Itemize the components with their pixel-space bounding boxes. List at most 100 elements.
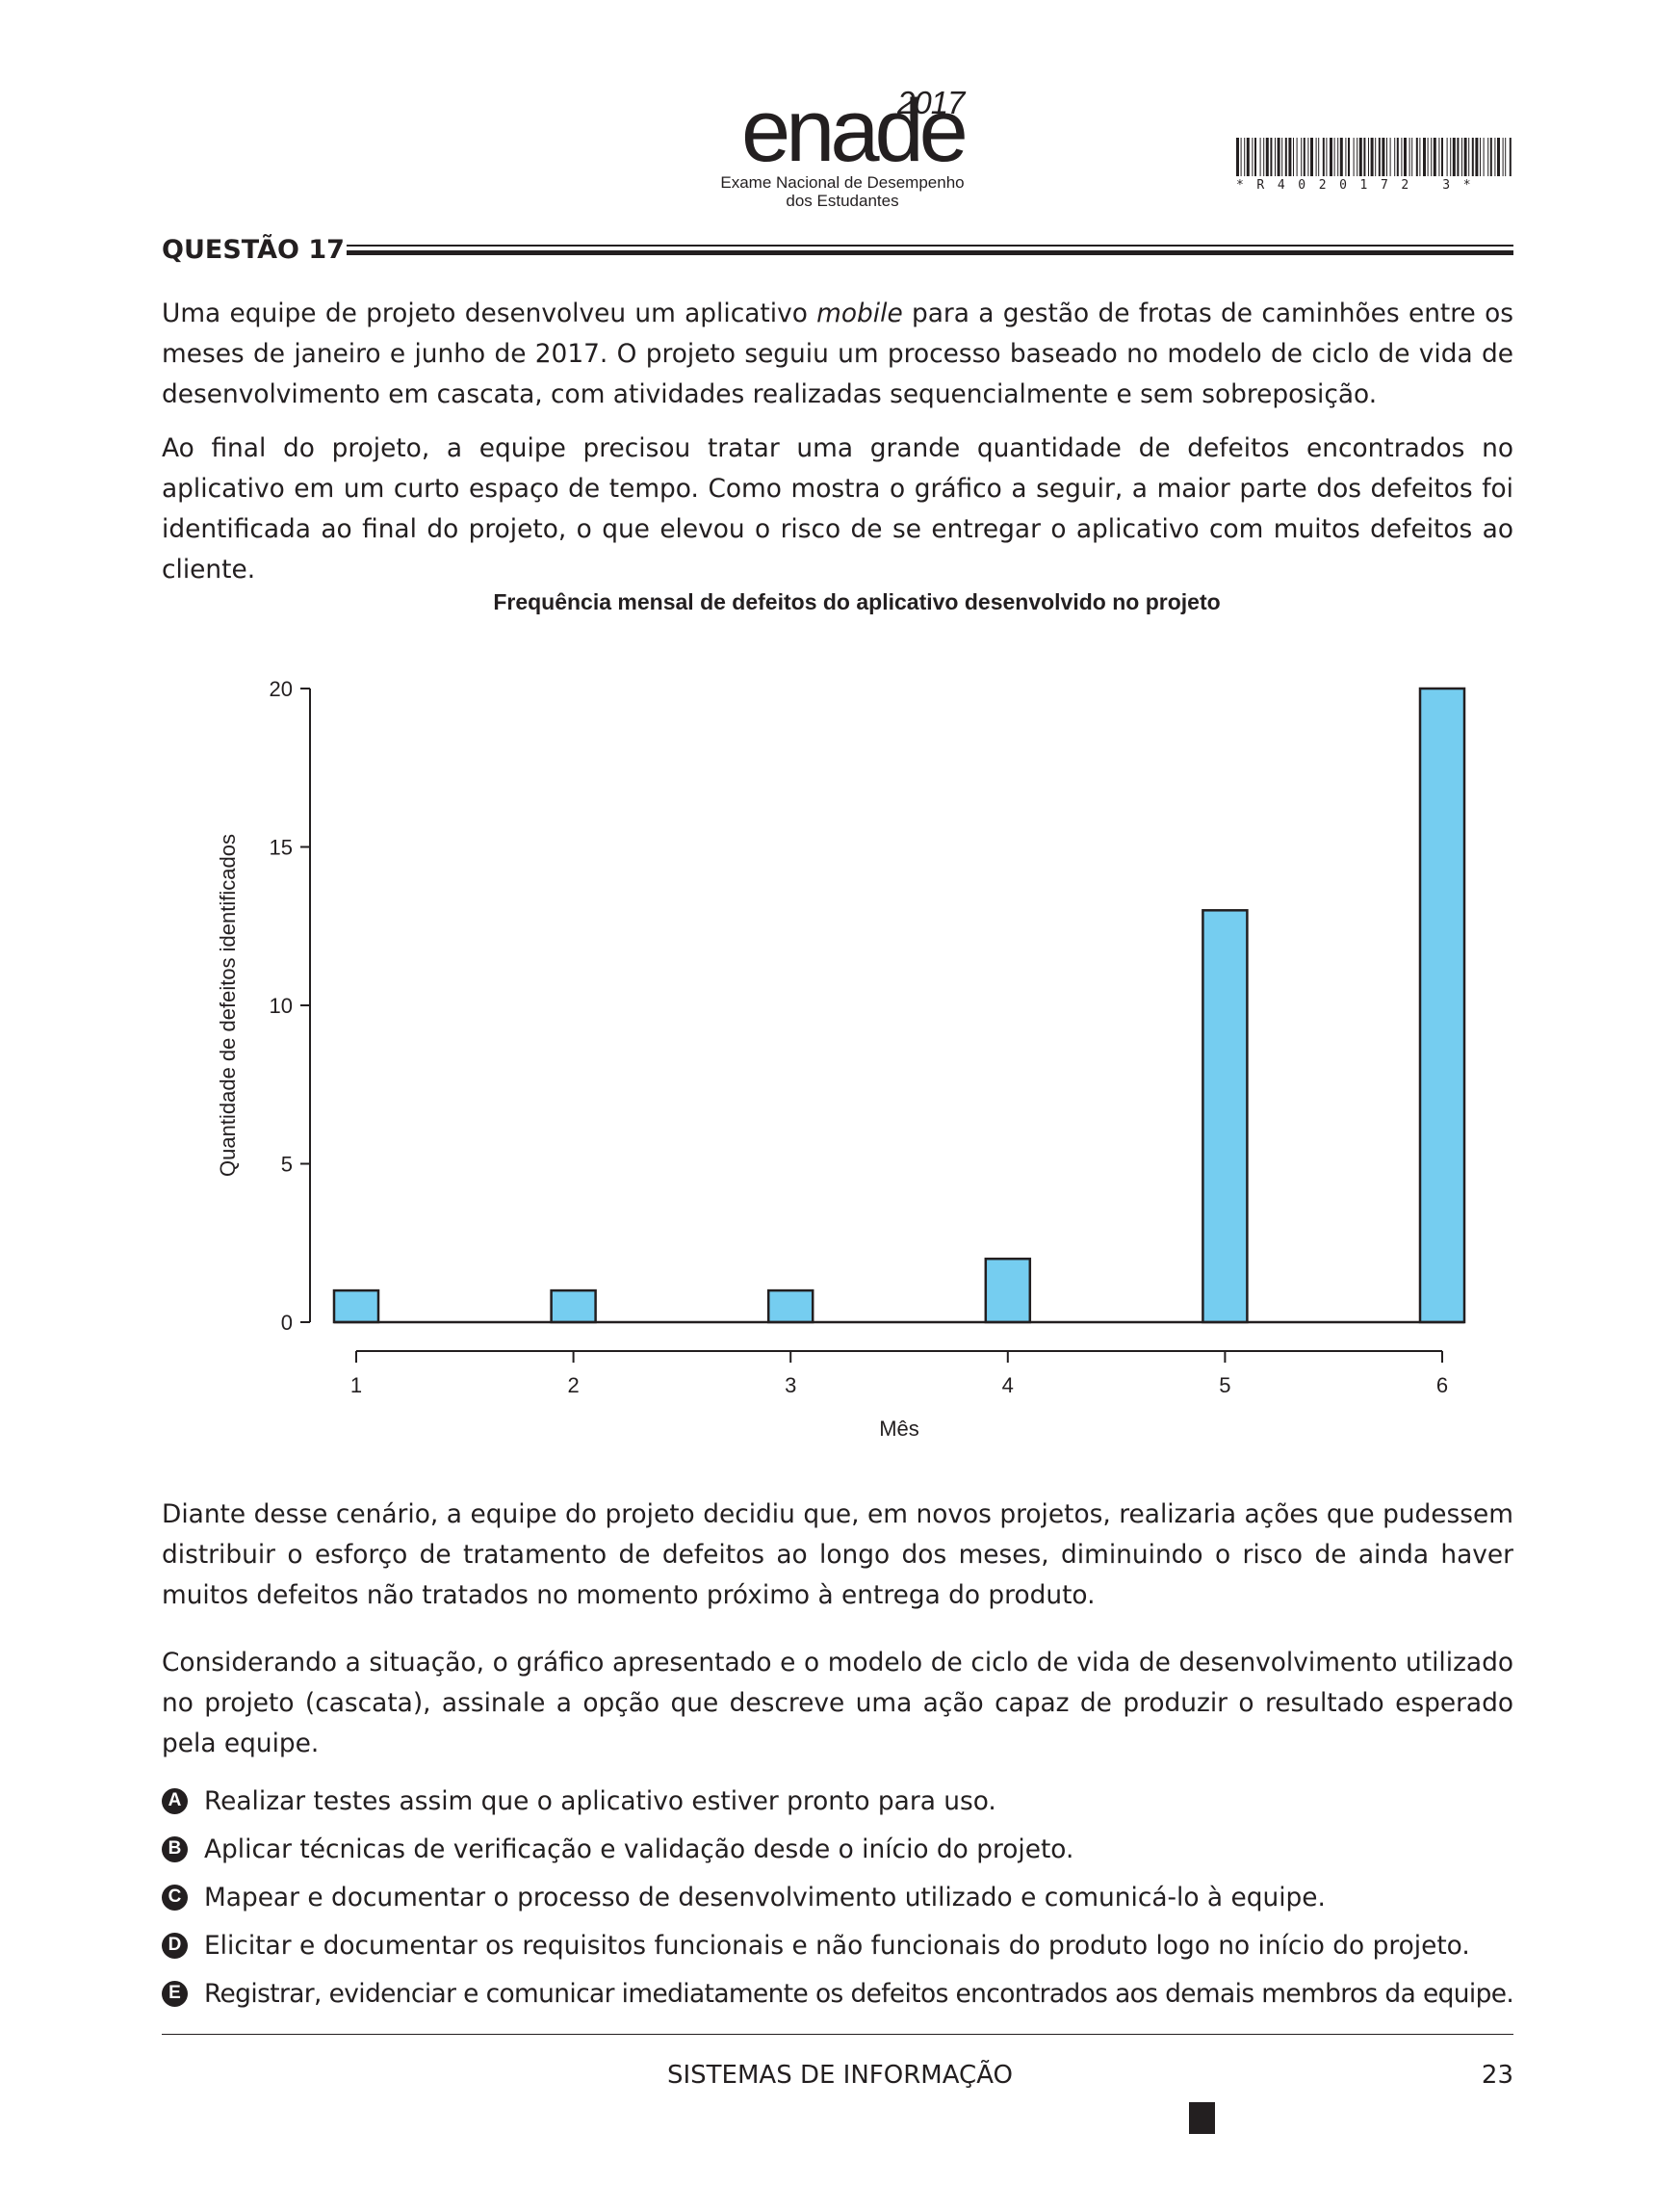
barcode-bar (1270, 138, 1273, 176)
option-d-text: Elicitar e documentar os requisitos func… (204, 1930, 1470, 1961)
barcode-bar (1240, 138, 1242, 176)
barcode-bar (1389, 138, 1391, 176)
barcode-bar (1246, 138, 1250, 176)
barcode-bar (1244, 138, 1246, 176)
barcode-bar (1446, 138, 1448, 176)
barcode-bar (1368, 138, 1369, 176)
option-b[interactable]: B Aplicar técnicas de verificação e vali… (162, 1830, 1073, 1868)
y-tick-label: 0 (281, 1311, 293, 1335)
barcode-bar (1502, 138, 1504, 176)
barcode-bar (1411, 138, 1413, 176)
bar (984, 1257, 1032, 1324)
barcode-bar (1468, 138, 1470, 176)
option-d[interactable]: D Elicitar e documentar os requisitos fu… (162, 1926, 1470, 1964)
barcode-bar (1487, 138, 1489, 176)
registration-mark (1189, 2102, 1215, 2134)
option-c-letter: C (162, 1884, 188, 1911)
x-axis-label: Mês (879, 1417, 919, 1441)
y-tick-label: 5 (281, 1153, 293, 1177)
barcode-bar (1370, 138, 1374, 176)
barcode-bar (1480, 138, 1481, 176)
bar (1202, 909, 1249, 1324)
option-a[interactable]: A Realizar testes assim que o aplicativo… (162, 1782, 996, 1820)
bar (550, 1288, 597, 1324)
barcode-bar (1358, 138, 1362, 176)
barcode-bar (1307, 138, 1309, 176)
barcode-bar (1433, 138, 1436, 176)
barcode-bar (1378, 138, 1381, 176)
instruction-paragraph: Considerando a situação, o gráfico apres… (162, 1648, 1513, 1758)
barcode-bar (1337, 138, 1339, 176)
question-rule (347, 245, 1513, 256)
footer-title: SISTEMAS DE INFORMAÇÃO (667, 2061, 1013, 2090)
barcode-bar (1363, 138, 1366, 176)
barcode-bar (1489, 138, 1492, 176)
question-label: QUESTÃO 17 (162, 235, 345, 265)
barcode-bar (1265, 138, 1269, 176)
option-c-text: Mapear e documentar o processo de desenv… (204, 1882, 1326, 1912)
option-e[interactable]: E Registrar, evidenciar e comunicar imed… (162, 1974, 1514, 2013)
barcode-bar (1401, 138, 1403, 176)
option-a-text: Realizar testes assim que o aplicativo e… (204, 1785, 996, 1816)
barcode-bar (1450, 138, 1452, 176)
barcode-bar (1431, 138, 1433, 176)
barcode-bar (1441, 138, 1443, 176)
option-c[interactable]: C Mapear e documentar o processo de dese… (162, 1878, 1326, 1916)
option-e-letter: E (162, 1980, 188, 2007)
option-a-letter: A (162, 1787, 188, 1814)
barcode-bar (1326, 138, 1328, 176)
barcode-bar (1419, 138, 1421, 176)
option-b-letter: B (162, 1835, 188, 1862)
barcode-bar (1254, 138, 1256, 176)
barcode-bar (1382, 138, 1385, 176)
footer-rule (162, 2034, 1513, 2035)
option-d-letter: D (162, 1932, 188, 1959)
barcode-bar (1322, 138, 1325, 176)
bar (766, 1288, 814, 1324)
bar (1418, 687, 1466, 1324)
barcode-bar (1497, 138, 1500, 176)
barcode-bar (1236, 138, 1239, 176)
option-b-text: Aplicar técnicas de verificação e valida… (204, 1834, 1074, 1864)
y-tick-label: 20 (270, 677, 293, 701)
bar (332, 1288, 380, 1324)
barcode-bar (1303, 138, 1305, 176)
y-tick-label: 10 (270, 994, 293, 1018)
x-tick-label: 4 (1002, 1373, 1014, 1397)
x-tick-label: 1 (350, 1373, 362, 1397)
barcode-bar (1348, 138, 1350, 176)
logo-year: 2017 (897, 85, 965, 120)
barcode-bar (1318, 138, 1320, 176)
barcode-bar (1471, 138, 1474, 176)
barcode-bar (1509, 138, 1512, 176)
logo-subtitle-line2: dos Estudantes (786, 192, 899, 210)
scenario-paragraph: Diante desse cenário, a equipe do projet… (162, 1499, 1513, 1610)
barcode-bar (1427, 138, 1429, 176)
barcode-bar (1353, 138, 1355, 176)
barcode-bar (1330, 138, 1332, 176)
barcode-bar (1463, 138, 1467, 176)
barcode-bar (1415, 138, 1418, 176)
barcode-bar (1386, 138, 1387, 176)
barcode-bar (1333, 138, 1335, 176)
barcode-bar (1409, 138, 1410, 176)
barcode-text: *R4020172 3* (1236, 178, 1485, 193)
barcode-bar (1301, 138, 1303, 176)
barcode-bar (1423, 138, 1426, 176)
barcode-bar (1252, 138, 1254, 176)
barcode-bar (1457, 138, 1460, 176)
barcode-bar (1263, 138, 1265, 176)
barcode-bar (1259, 138, 1261, 176)
logo-subtitle-line1: Exame Nacional de Desempenho (720, 173, 965, 192)
barcode-bar (1310, 138, 1313, 176)
barcode-bar (1275, 138, 1276, 176)
y-tick-label: 15 (270, 836, 293, 860)
barcode-bar (1315, 138, 1317, 176)
barcode-bar (1284, 138, 1287, 176)
barcode-bar (1461, 138, 1462, 176)
x-tick-label: 5 (1219, 1373, 1230, 1397)
barcode-bar (1375, 138, 1377, 176)
barcode-bar (1296, 138, 1298, 176)
barcode-bar (1345, 138, 1347, 176)
y-axis-label: Quantidade de defeitos identificados (216, 834, 240, 1177)
